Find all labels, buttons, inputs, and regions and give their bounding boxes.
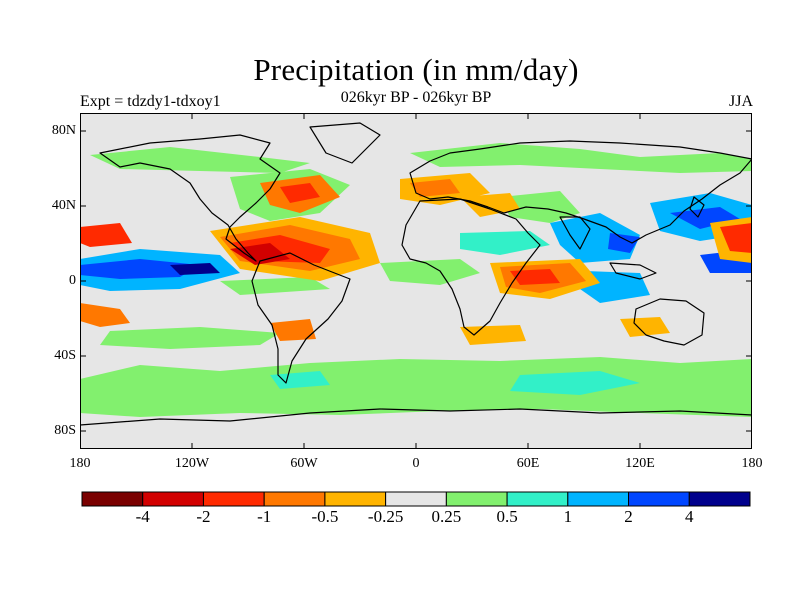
x-tick-label: 0 bbox=[412, 456, 420, 471]
y-tick-label: 40S bbox=[54, 348, 76, 363]
chart-subtitle: 026kyr BP - 026kyr BP bbox=[340, 89, 492, 106]
colorbar-label: 2 bbox=[624, 507, 633, 526]
chart-title: Precipitation (in mm/day) bbox=[253, 52, 579, 87]
africa-dry-core bbox=[510, 269, 560, 285]
colorbar-swatch bbox=[445, 491, 508, 507]
x-tick-label: 180 bbox=[741, 456, 763, 471]
colorbar-label: -0.25 bbox=[367, 507, 404, 526]
colorbar-swatch bbox=[263, 491, 326, 507]
maritime-wet bbox=[608, 233, 640, 253]
x-tick-label: 120E bbox=[625, 456, 655, 471]
y-tick-label: 0 bbox=[69, 273, 76, 288]
colorbar-label: 1 bbox=[563, 507, 573, 526]
tropical-green bbox=[380, 259, 480, 285]
colorbar-swatch bbox=[567, 491, 630, 507]
y-tick-marks bbox=[80, 130, 752, 432]
india-coast bbox=[559, 216, 591, 250]
eurasia-coast bbox=[409, 140, 752, 244]
atlantic-dry-core bbox=[280, 183, 320, 203]
x-tick-label: 180 bbox=[69, 456, 91, 471]
west-pacific-dry-core bbox=[720, 223, 752, 253]
colorbar-swatch bbox=[688, 491, 751, 507]
colorbar-swatch bbox=[202, 491, 265, 507]
eurasia-green bbox=[500, 191, 580, 223]
colorbar-swatch bbox=[506, 491, 569, 507]
south-america-dry bbox=[270, 319, 316, 341]
y-tick-label: 80S bbox=[54, 423, 76, 438]
coastlines bbox=[80, 122, 752, 426]
experiment-label: Expt = tdzdy1-tdxoy1 bbox=[80, 93, 221, 110]
colorbar-label: 0.5 bbox=[496, 507, 518, 526]
indonesia-coast bbox=[609, 262, 657, 280]
asia-dry bbox=[460, 193, 520, 217]
south-africa-dry bbox=[460, 325, 526, 345]
colorbar-swatch bbox=[324, 491, 387, 507]
northern-wet-band bbox=[90, 147, 310, 173]
africa-coast bbox=[401, 198, 541, 336]
southern-cyan-patch bbox=[510, 371, 640, 395]
indian-ocean-wet-2 bbox=[580, 271, 650, 303]
colorbar-swatch bbox=[385, 491, 447, 507]
greenland-coast bbox=[309, 122, 381, 164]
japan-coast bbox=[689, 196, 705, 218]
australia-dry bbox=[620, 317, 670, 337]
east-pacific-dry bbox=[80, 223, 132, 247]
colorbar-swatch bbox=[81, 491, 144, 507]
colorbar-swatch bbox=[142, 491, 204, 507]
season-label: JJA bbox=[728, 93, 753, 110]
colorbar-label: -0.5 bbox=[311, 507, 339, 526]
central-america-dry-core bbox=[230, 243, 290, 265]
x-tick-label: 60E bbox=[516, 456, 540, 471]
east-pacific-wet-deep bbox=[80, 259, 200, 279]
south-america-coast bbox=[251, 252, 351, 384]
southern-cyan-patch-2 bbox=[270, 371, 330, 389]
southern-wet-band-2 bbox=[100, 327, 280, 349]
southern-pacific-dry bbox=[80, 303, 130, 327]
west-pacific-wet-deep bbox=[670, 207, 740, 229]
x-tick-label: 120W bbox=[174, 456, 210, 471]
x-tick-label: 60W bbox=[290, 456, 318, 471]
colorbar-label: -1 bbox=[257, 507, 272, 526]
colorbar bbox=[81, 491, 751, 507]
y-tick-label: 40N bbox=[51, 198, 76, 213]
colorbar-label: -2 bbox=[196, 507, 211, 526]
east-pacific-wet-core bbox=[170, 263, 220, 275]
tropical-green-2 bbox=[220, 277, 330, 295]
y-tick-label: 80N bbox=[51, 123, 76, 138]
antarctica-coast bbox=[80, 408, 752, 426]
x-tick-marks bbox=[191, 113, 641, 449]
colorbar-label: 4 bbox=[685, 507, 694, 526]
australia-coast bbox=[633, 298, 705, 346]
north-america-coast bbox=[99, 134, 281, 262]
colorbar-swatch bbox=[628, 491, 690, 507]
colorbar-label: 0.25 bbox=[431, 507, 462, 526]
colorbar-label: -4 bbox=[135, 507, 150, 526]
precipitation-map bbox=[80, 113, 752, 449]
northern-wet-band-2 bbox=[410, 143, 752, 173]
europe-dry-core bbox=[410, 179, 460, 197]
tropical-cyan bbox=[460, 231, 550, 255]
